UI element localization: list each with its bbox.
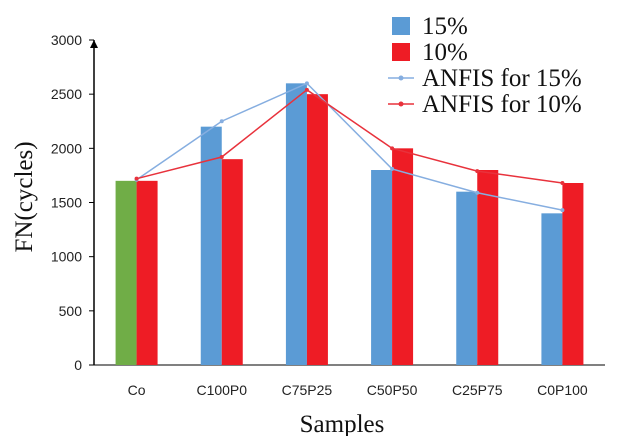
- y-tick-label: 500: [59, 303, 83, 319]
- y-tick-label: 2500: [51, 86, 82, 102]
- series-point: [390, 146, 395, 151]
- series-point: [560, 208, 565, 213]
- legend-marker: [398, 75, 404, 81]
- x-axis: Co C100P0 C75P25 C50P50 C25P75 C0P100: [94, 364, 605, 398]
- series-line: [136, 82, 563, 211]
- y-axis-arrow: [90, 40, 98, 48]
- series-point: [304, 87, 309, 92]
- series-point: [560, 181, 565, 185]
- y-axis: 0 500 1000 1500 2000 2500 3000: [51, 32, 98, 373]
- bar: [285, 83, 307, 365]
- x-tick-label: C50P50: [367, 382, 418, 398]
- series-point: [219, 155, 224, 159]
- bar: [562, 183, 584, 365]
- x-tick-label: C0P100: [537, 382, 588, 398]
- legend-label: ANFIS for 15%: [422, 65, 582, 92]
- series-point: [134, 176, 139, 181]
- anfis-lines: [134, 81, 565, 213]
- bar: [371, 170, 393, 365]
- legend: 15%10%ANFIS for 15%ANFIS for 10%: [388, 13, 582, 118]
- x-tick-label: Co: [128, 382, 146, 398]
- legend-label: 10%: [422, 39, 468, 66]
- y-tick-label: 1500: [51, 195, 82, 211]
- bar: [221, 159, 243, 365]
- legend-label: ANFIS for 10%: [422, 91, 582, 118]
- bar: [115, 180, 137, 365]
- bar: [477, 170, 499, 365]
- series-point: [390, 166, 395, 171]
- bar: [456, 191, 478, 365]
- bar: [306, 94, 328, 366]
- x-tick-label: C75P25: [282, 382, 333, 398]
- bars: [115, 83, 584, 366]
- legend-label: 15%: [422, 13, 468, 40]
- x-axis-title: Samples: [300, 411, 385, 436]
- series-point: [475, 190, 480, 195]
- bar: [136, 180, 158, 365]
- x-tick-label: C25P75: [452, 382, 503, 398]
- bar: [392, 148, 414, 365]
- legend-marker: [398, 101, 404, 107]
- y-tick-label: 3000: [51, 32, 82, 48]
- legend-swatch: [392, 43, 410, 61]
- series-point: [304, 81, 309, 86]
- y-tick-label: 0: [74, 357, 82, 373]
- series-point: [475, 169, 480, 174]
- series-point: [219, 119, 224, 124]
- y-axis-title: FN(cycles): [11, 141, 38, 252]
- legend-swatch: [392, 17, 410, 35]
- y-tick-label: 2000: [51, 140, 82, 156]
- series-line: [136, 88, 563, 184]
- x-tick-label: C100P0: [196, 382, 247, 398]
- y-tick-label: 1000: [51, 249, 82, 265]
- bar: [541, 213, 563, 365]
- bar: [200, 126, 222, 366]
